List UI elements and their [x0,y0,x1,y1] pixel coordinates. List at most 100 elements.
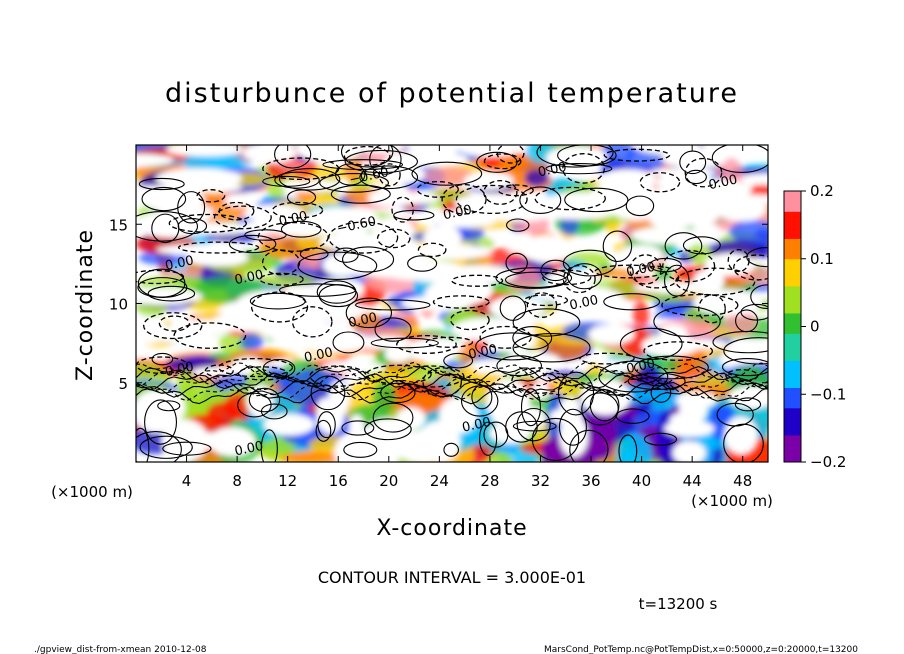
contour-line [173,322,247,349]
x-tick-label: 20 [379,472,398,490]
contour-line [512,326,553,350]
x-tick-label: 8 [232,472,242,490]
contour-line [344,149,418,174]
contour-line [291,306,333,338]
contour-line [259,272,304,286]
colorbar-band [784,272,801,280]
colorbar-band [784,306,801,314]
contour-line [151,352,174,366]
x-tick-label: 12 [278,472,297,490]
contour-line [534,186,606,211]
colorbar-band [784,455,801,463]
contour-line [495,267,573,289]
contour-line [272,201,324,219]
field-blob-white [727,338,760,358]
contour-line [558,408,587,446]
field-blob-white [487,231,533,242]
contour-line [196,189,226,203]
field-blob-white [464,171,514,190]
y-axis-ticks: 5 10 15 [109,216,768,393]
contour-line [643,432,678,446]
colorbar-tick-label: 0 [810,318,820,336]
contour-line [218,201,255,221]
contour-line [237,392,272,418]
contour-line [562,153,605,184]
contour-line [581,392,619,426]
contour-line [679,150,707,175]
contour-line [416,180,459,198]
contour-line [343,441,378,458]
contour-line [504,271,567,288]
contour-line [545,163,613,175]
contour-line [684,157,723,188]
field-blob-white [672,440,707,462]
x-tick-label: 36 [581,472,600,490]
contour-line [343,145,391,166]
field-blob-white [693,289,763,316]
contour-label: 0.00 [303,345,334,366]
colorbar: 0.2 0.1 0 −0.1 −0.2 [783,182,846,471]
field-blob-white [691,222,722,246]
contour-line [512,308,581,337]
contour-line [562,249,617,277]
field-blob-white [243,145,297,164]
contour-line [244,229,287,241]
contour-line [602,230,633,263]
contour-label: 0.00 [164,253,195,274]
contour-label: 0.00 [233,439,264,460]
contour-line [137,268,186,298]
contour-line [471,384,493,410]
colorbar-band [784,191,801,199]
field-blob [615,432,653,462]
contour-line [512,332,591,363]
field-blob-white [186,249,249,267]
field-blob-white [724,416,758,455]
field-blob-white [631,226,699,245]
contour-label: 0.00 [537,160,568,181]
contour-line [460,385,499,417]
contour-line [542,269,592,286]
contour-line [531,417,580,461]
contour-line [746,246,768,268]
field-blob-white [661,147,728,169]
contour-line [299,247,329,261]
colorbar-band [784,292,801,300]
contour-line [168,213,247,233]
contour-line [332,331,365,354]
contour-line [315,419,332,442]
contour-line [603,148,671,162]
x-tick-label: 48 [733,472,752,490]
contour-line [734,397,762,412]
field-blob-white [675,391,717,409]
time-label: t=13200 s [639,595,718,613]
colorbar-band [784,224,801,233]
contour-line [136,361,768,380]
contour-label: 0.00 [461,415,492,436]
contour-line [274,171,320,189]
field-blob [203,233,257,242]
contour-line [319,173,389,193]
contour-line [376,228,411,249]
contour-line [479,325,532,349]
contour-line [364,418,412,441]
chart-title: disturbunce of potential temperature [165,78,739,109]
field-blob-white [549,408,583,424]
contour-line [260,403,288,420]
field-blob-white [367,189,418,207]
contour-label: 0.00 [442,203,473,224]
field-blob [711,404,735,422]
contour-line [143,312,203,340]
contour-line [603,293,661,311]
field-blob-white [208,427,256,457]
contour-line [650,382,672,403]
contour-line [328,221,399,254]
field-blob-white [454,193,528,213]
contour-line [733,254,768,281]
contour-line [496,355,543,377]
colorbar-tick-label: −0.2 [810,453,846,471]
contour-line [634,265,680,289]
contour-line [425,336,474,348]
contour-line [407,255,438,272]
field-blob-white [247,305,295,316]
